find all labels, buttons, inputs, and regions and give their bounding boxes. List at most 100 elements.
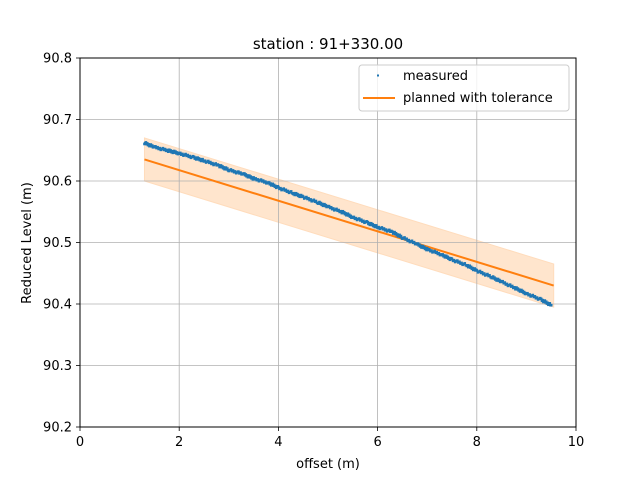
measured-point bbox=[494, 277, 498, 280]
measured-point bbox=[250, 176, 254, 179]
measured-point bbox=[239, 171, 242, 174]
measured-point bbox=[369, 221, 373, 225]
measured-point bbox=[480, 270, 484, 274]
measured-point bbox=[217, 163, 221, 167]
measured-point bbox=[150, 144, 154, 147]
measured-point bbox=[272, 183, 276, 187]
planned-line bbox=[144, 158, 554, 287]
measured-point bbox=[372, 223, 376, 227]
measured-point bbox=[324, 203, 328, 207]
measured-point bbox=[546, 301, 549, 305]
measured-point bbox=[224, 166, 228, 169]
measured-points-layer bbox=[143, 141, 553, 307]
measured-point bbox=[520, 288, 523, 292]
x-tick-label: 0 bbox=[76, 435, 84, 450]
measured-point bbox=[399, 234, 403, 238]
measured-point bbox=[323, 202, 326, 206]
measured-point bbox=[337, 208, 340, 212]
measured-point bbox=[424, 246, 428, 250]
measured-point bbox=[229, 168, 233, 171]
measured-point bbox=[380, 226, 384, 229]
measured-point bbox=[468, 264, 472, 268]
measured-point bbox=[505, 282, 509, 286]
measured-point bbox=[549, 303, 553, 307]
measured-point bbox=[377, 225, 380, 229]
measured-point bbox=[522, 290, 526, 294]
measured-point bbox=[237, 170, 240, 173]
y-tick-label: 90.8 bbox=[43, 52, 72, 67]
measured-point bbox=[488, 274, 491, 277]
measured-point bbox=[282, 187, 286, 190]
measured-point bbox=[244, 173, 248, 176]
measured-point bbox=[167, 148, 171, 152]
grid-layer bbox=[79, 57, 577, 428]
measured-point bbox=[201, 157, 204, 161]
measured-point bbox=[521, 289, 525, 293]
measured-point bbox=[496, 277, 500, 281]
measured-point bbox=[321, 202, 324, 206]
measured-point bbox=[433, 249, 436, 253]
measured-point bbox=[421, 244, 425, 248]
measured-point bbox=[161, 146, 165, 150]
measured-point bbox=[226, 167, 229, 170]
measured-point bbox=[248, 174, 251, 177]
measured-point bbox=[526, 291, 529, 295]
measured-point bbox=[437, 251, 441, 255]
measured-point bbox=[360, 218, 363, 222]
measured-point bbox=[267, 181, 271, 184]
legend-measured-marker bbox=[377, 74, 379, 77]
measured-point bbox=[299, 193, 303, 197]
measured-point bbox=[418, 243, 421, 246]
x-tick-label: 8 bbox=[473, 435, 481, 450]
measured-point bbox=[347, 213, 351, 217]
measured-point bbox=[398, 233, 401, 237]
measured-point bbox=[535, 296, 539, 299]
measured-point bbox=[352, 215, 356, 219]
measured-point bbox=[154, 145, 157, 148]
measured-point bbox=[319, 201, 323, 205]
measured-point bbox=[332, 207, 335, 210]
measured-point bbox=[450, 257, 454, 261]
measured-point bbox=[245, 174, 249, 177]
measured-point bbox=[442, 254, 446, 257]
measured-point bbox=[305, 195, 308, 199]
measured-point bbox=[146, 142, 149, 145]
planned-line-layer bbox=[144, 158, 554, 287]
measured-point bbox=[174, 150, 177, 154]
measured-point bbox=[412, 240, 416, 244]
measured-point bbox=[170, 149, 174, 153]
y-tick-label: 90.6 bbox=[43, 175, 72, 190]
measured-point bbox=[501, 279, 504, 283]
y-tick-label: 90.7 bbox=[43, 113, 72, 128]
measured-point bbox=[349, 214, 352, 218]
measured-point bbox=[339, 209, 343, 213]
measured-point bbox=[514, 287, 517, 291]
measured-point bbox=[199, 157, 202, 161]
measured-point bbox=[344, 212, 348, 215]
measured-point bbox=[178, 151, 182, 155]
x-tick-label: 4 bbox=[274, 435, 282, 450]
measured-point bbox=[340, 211, 344, 215]
measured-point bbox=[533, 295, 537, 298]
measured-point bbox=[254, 177, 258, 180]
measured-point bbox=[289, 190, 293, 193]
measured-point bbox=[466, 263, 469, 267]
measured-point bbox=[196, 156, 199, 159]
measured-point bbox=[181, 152, 184, 156]
measured-point bbox=[371, 222, 374, 226]
measured-point bbox=[446, 255, 450, 259]
y-tick-label: 90.4 bbox=[43, 298, 72, 313]
y-tick-label: 90.3 bbox=[43, 359, 72, 374]
measured-point bbox=[286, 189, 290, 193]
measured-point bbox=[156, 145, 159, 149]
measured-point bbox=[169, 149, 172, 152]
measured-point bbox=[460, 261, 463, 265]
measured-point bbox=[188, 154, 192, 158]
measured-point bbox=[284, 188, 288, 192]
measured-point bbox=[186, 153, 190, 157]
measured-point bbox=[503, 281, 507, 284]
measured-point bbox=[403, 236, 406, 239]
measured-point bbox=[445, 254, 448, 258]
measured-point bbox=[314, 199, 318, 203]
measured-point bbox=[441, 253, 445, 256]
